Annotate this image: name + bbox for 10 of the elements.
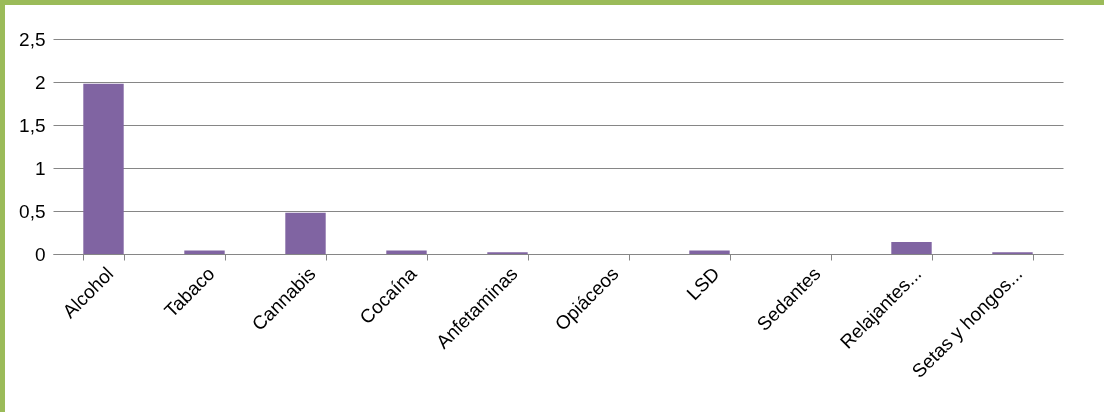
y-tick-label: 2	[34, 71, 46, 93]
y-tick-label: 0	[34, 243, 46, 265]
bar	[285, 212, 326, 254]
y-tick-label: 1	[34, 157, 46, 179]
bar	[891, 241, 932, 254]
y-tick-label: 2,5	[19, 28, 46, 50]
bar	[83, 83, 124, 254]
x-tick-label: LSD	[682, 263, 724, 305]
y-tick-label: 1,5	[19, 114, 46, 136]
y-tick-label: 0,5	[19, 200, 46, 222]
